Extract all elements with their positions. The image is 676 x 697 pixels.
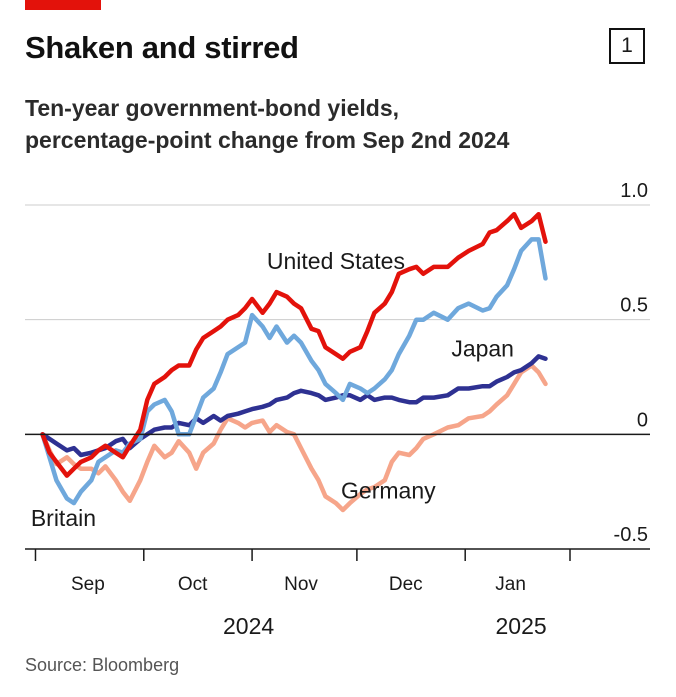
y-tick-label: 0 bbox=[637, 409, 648, 431]
y-tick-label: 0.5 bbox=[620, 295, 648, 317]
series-line-japan bbox=[40, 354, 548, 458]
series-line-germany bbox=[40, 363, 548, 513]
chart-number-badge: 1 bbox=[609, 28, 645, 64]
series-label-britain: Britain bbox=[31, 505, 96, 531]
year-label: 2024 bbox=[223, 613, 274, 639]
subtitle-line-2: percentage-point change from Sep 2nd 202… bbox=[25, 127, 510, 153]
year-label: 2025 bbox=[496, 613, 547, 639]
series-label-japan: Japan bbox=[451, 335, 514, 361]
series-line-united-states bbox=[40, 211, 548, 478]
accent-bar bbox=[25, 0, 101, 10]
chart-subtitle: Ten-year government-bond yields, percent… bbox=[25, 92, 509, 156]
month-label: Dec bbox=[389, 574, 423, 595]
subtitle-line-1: Ten-year government-bond yields, bbox=[25, 95, 400, 121]
source-note: Source: Bloomberg bbox=[25, 655, 180, 675]
y-tick-label: -0.5 bbox=[614, 524, 648, 546]
month-label: Sep bbox=[71, 574, 105, 595]
month-label: Oct bbox=[178, 574, 208, 595]
series-label-germany: Germany bbox=[341, 478, 436, 504]
chart-title: Shaken and stirred bbox=[25, 30, 299, 65]
series-line-britain bbox=[40, 237, 548, 506]
y-tick-label: 1.0 bbox=[620, 180, 648, 202]
series-label-united-states: United States bbox=[267, 248, 405, 274]
month-label: Jan bbox=[495, 574, 526, 595]
month-label: Nov bbox=[284, 574, 318, 595]
